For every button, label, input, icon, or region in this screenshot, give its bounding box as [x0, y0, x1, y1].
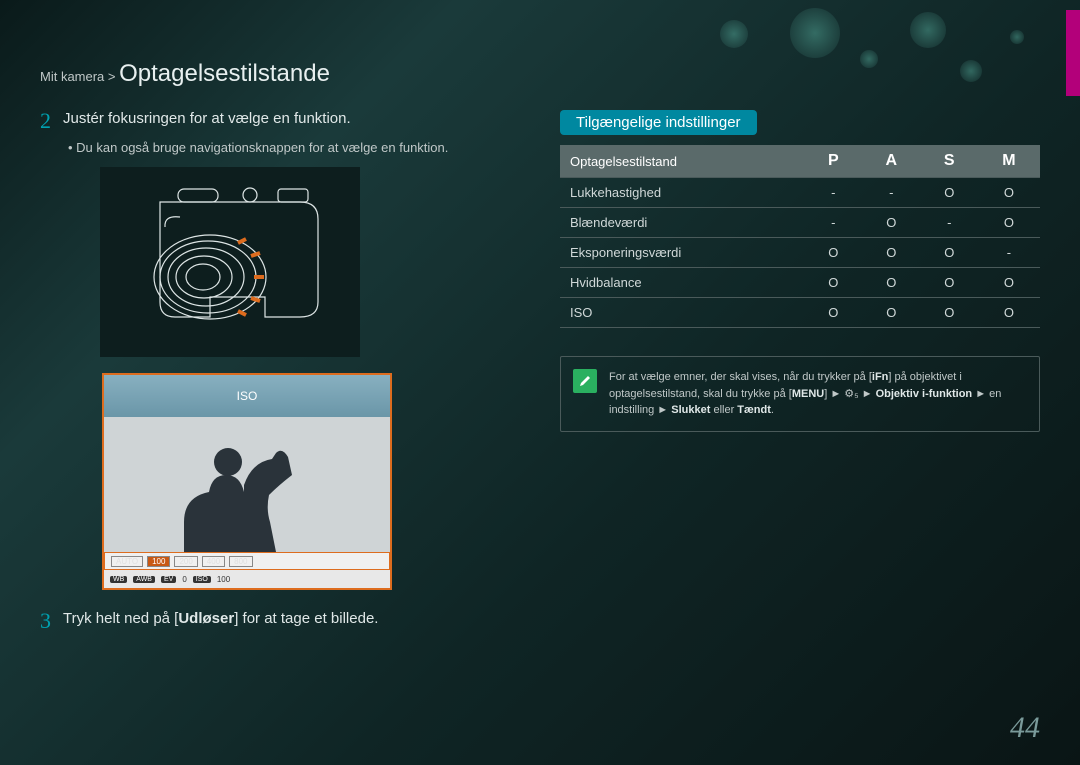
cell: O — [978, 208, 1040, 238]
step-2: 2 Justér fokusringen for at vælge en fun… — [40, 110, 520, 132]
breadcrumb: Mit kamera > Optagelsestilstande — [40, 60, 330, 88]
cell: O — [805, 268, 862, 298]
pen-icon — [573, 369, 597, 393]
lcd-iso-scale: AUTO 100 200 400 800 — [104, 552, 390, 570]
lcd-image-area — [104, 417, 390, 552]
cell: - — [805, 178, 862, 208]
cell: O — [978, 268, 1040, 298]
cell: O — [862, 298, 921, 328]
page-title: Optagelsestilstande — [119, 60, 330, 87]
cell: O — [921, 268, 978, 298]
table-header-label: Optagelsestilstand — [560, 145, 805, 178]
step-number: 2 — [40, 110, 51, 132]
row-label: Eksponeringsværdi — [560, 238, 805, 268]
wb-badge: WB — [110, 576, 127, 583]
step-text: Tryk helt ned på [Udløser] for at tage e… — [63, 610, 378, 627]
cell: O — [862, 238, 921, 268]
table-row: Blændeværdi-O-O — [560, 208, 1040, 238]
ev-badge: EV — [161, 576, 176, 583]
iso-scale-item: AUTO — [111, 556, 143, 567]
table-row: HvidbalanceOOOO — [560, 268, 1040, 298]
cell: O — [921, 238, 978, 268]
mode-col-p: P — [805, 145, 862, 178]
cell: O — [978, 178, 1040, 208]
table-row: ISOOOOO — [560, 298, 1040, 328]
mode-col-m: M — [978, 145, 1040, 178]
tab-marker — [1066, 10, 1080, 96]
iso-value: 100 — [217, 575, 230, 584]
cell: O — [921, 298, 978, 328]
cell: - — [921, 208, 978, 238]
row-label: ISO — [560, 298, 805, 328]
cell: O — [805, 238, 862, 268]
lcd-preview: ISO AUTO 100 200 400 800 WB AWB EV 0 ISO 100 — [102, 373, 392, 590]
cell: O — [978, 298, 1040, 328]
row-label: Blændeværdi — [560, 208, 805, 238]
cell: O — [921, 178, 978, 208]
iso-scale-item: 800 — [229, 556, 252, 567]
cell: O — [862, 208, 921, 238]
note-text: For at vælge emner, der skal vises, når … — [609, 369, 1027, 419]
iso-scale-item: 400 — [202, 556, 225, 567]
table-row: Lukkehastighed--OO — [560, 178, 1040, 208]
step-subtext: Du kan også bruge navigationsknappen for… — [68, 140, 520, 155]
row-label: Lukkehastighed — [560, 178, 805, 208]
step-number: 3 — [40, 610, 51, 632]
step-text: Justér fokusringen for at vælge en funkt… — [63, 110, 351, 127]
iso-scale-item: 100 — [147, 556, 170, 567]
row-label: Hvidbalance — [560, 268, 805, 298]
camera-illustration — [100, 167, 360, 357]
mode-col-a: A — [862, 145, 921, 178]
cell: - — [978, 238, 1040, 268]
table-row: EksponeringsværdiOOO- — [560, 238, 1040, 268]
cell: O — [805, 298, 862, 328]
note-box: For at vælge emner, der skal vises, når … — [560, 356, 1040, 432]
step-3: 3 Tryk helt ned på [Udløser] for at tage… — [40, 610, 520, 632]
iso-scale-item: 200 — [174, 556, 197, 567]
cell: O — [862, 268, 921, 298]
lcd-info-bar: WB AWB EV 0 ISO 100 — [104, 570, 390, 588]
ev-value: 0 — [182, 575, 186, 584]
lcd-header: ISO — [104, 375, 390, 417]
settings-table: Optagelsestilstand P A S M Lukkehastighe… — [560, 145, 1040, 328]
iso-badge: ISO — [193, 576, 211, 583]
settings-heading: Tilgængelige indstillinger — [560, 110, 757, 135]
breadcrumb-parent: Mit kamera > — [40, 69, 116, 84]
cell: - — [862, 178, 921, 208]
mode-col-s: S — [921, 145, 978, 178]
cell: - — [805, 208, 862, 238]
awb-badge: AWB — [133, 576, 155, 583]
page-number: 44 — [1010, 711, 1040, 745]
